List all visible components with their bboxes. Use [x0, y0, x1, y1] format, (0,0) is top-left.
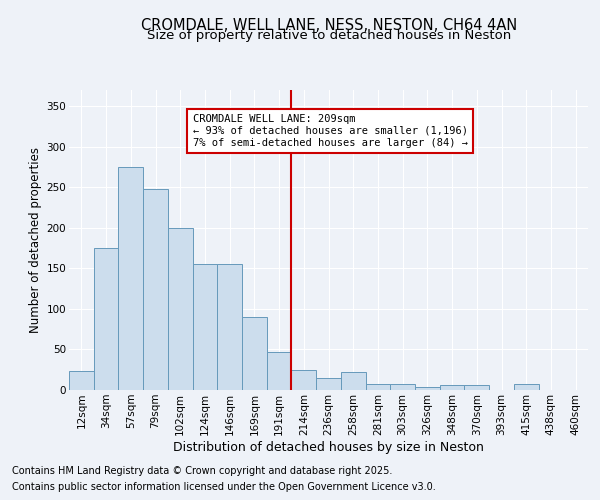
Bar — [267, 352, 292, 390]
Bar — [316, 378, 341, 390]
Text: Size of property relative to detached houses in Neston: Size of property relative to detached ho… — [146, 29, 511, 42]
Bar — [464, 385, 489, 390]
Bar — [292, 370, 316, 390]
Bar — [415, 387, 440, 390]
Bar — [440, 385, 464, 390]
Bar — [118, 167, 143, 390]
Text: CROMDALE WELL LANE: 209sqm
← 93% of detached houses are smaller (1,196)
7% of se: CROMDALE WELL LANE: 209sqm ← 93% of deta… — [193, 114, 467, 148]
Bar — [365, 384, 390, 390]
Y-axis label: Number of detached properties: Number of detached properties — [29, 147, 43, 333]
Bar — [94, 248, 118, 390]
Bar — [168, 228, 193, 390]
Text: Contains public sector information licensed under the Open Government Licence v3: Contains public sector information licen… — [12, 482, 436, 492]
Bar — [69, 372, 94, 390]
Bar — [143, 189, 168, 390]
Text: Distribution of detached houses by size in Neston: Distribution of detached houses by size … — [173, 441, 484, 454]
Bar — [514, 384, 539, 390]
Bar — [217, 264, 242, 390]
Text: CROMDALE, WELL LANE, NESS, NESTON, CH64 4AN: CROMDALE, WELL LANE, NESS, NESTON, CH64 … — [140, 18, 517, 32]
Text: Contains HM Land Registry data © Crown copyright and database right 2025.: Contains HM Land Registry data © Crown c… — [12, 466, 392, 476]
Bar — [193, 264, 217, 390]
Bar — [341, 372, 365, 390]
Bar — [390, 384, 415, 390]
Bar — [242, 317, 267, 390]
